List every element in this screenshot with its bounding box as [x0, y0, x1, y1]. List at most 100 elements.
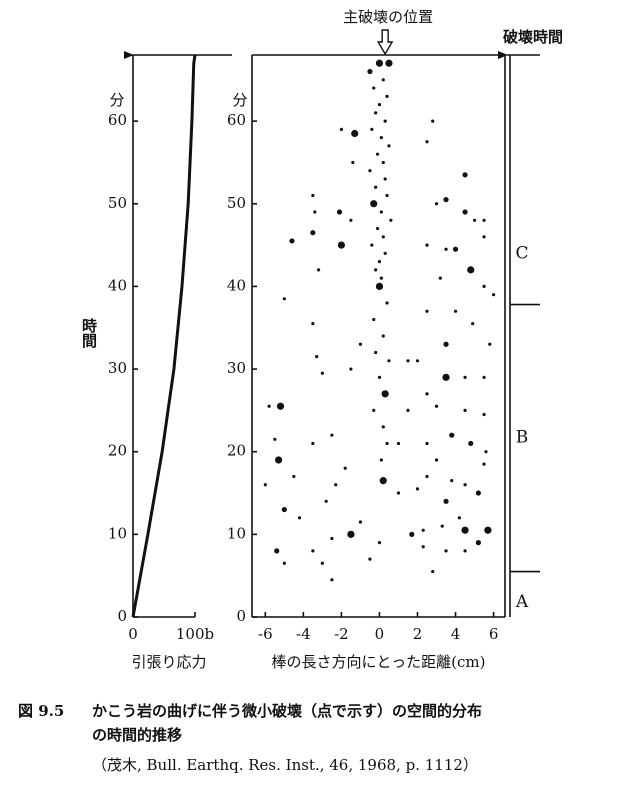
fracture-point [273, 437, 277, 441]
y-tick-label: 50 [108, 194, 127, 212]
fracture-point [370, 200, 378, 208]
fracture-point [381, 390, 389, 398]
fracture-point [351, 129, 359, 138]
caption-source: （茂木, Bull. Earthq. Res. Inst., 46, 1968,… [92, 756, 478, 774]
fracture-point [379, 136, 383, 140]
fracture-point [396, 491, 401, 495]
fracture-point [461, 526, 469, 534]
fracture-point [334, 483, 338, 487]
fracture-point [375, 59, 384, 67]
fracture-point [431, 569, 435, 574]
fracture-point [375, 152, 380, 156]
caption-line: の時間的推移 [92, 726, 182, 744]
stress-curve [131, 54, 197, 618]
fracture-point [425, 140, 429, 144]
fracture-point [381, 160, 385, 165]
fracture-point [372, 408, 376, 412]
fracture-point [421, 545, 425, 549]
fracture-point [387, 359, 391, 363]
fracture-point [368, 557, 372, 561]
fracture-point [450, 479, 454, 483]
fracture-point [443, 341, 449, 347]
y-tick-label: 40 [108, 276, 127, 294]
fracture-point [385, 441, 389, 446]
x-axis-label: 引張り応力 [131, 653, 206, 671]
fracture-point [374, 185, 378, 189]
x-tick-label: 0 [128, 625, 138, 643]
fracture-point [434, 404, 439, 408]
fracture-point [488, 342, 492, 346]
fracture-point [442, 373, 450, 381]
fracture-point [336, 209, 343, 215]
caption-line: かこう岩の曲げに伴う微小破壊（点で示す）の空間的分布 [92, 702, 482, 720]
fracture-point [385, 301, 389, 305]
fracture-point [311, 549, 315, 553]
fracture-point [381, 235, 385, 239]
fracture-point [358, 520, 363, 524]
fracture-point [462, 209, 468, 215]
fracture-point [389, 218, 393, 222]
fracture-point [374, 268, 378, 272]
fracture-point [475, 490, 481, 496]
fracture-point [330, 578, 334, 582]
figure-label: 図 9.5 [18, 702, 64, 720]
y-tick-label: 10 [108, 524, 127, 542]
fracture-point [421, 528, 425, 532]
fracture-point [449, 432, 455, 438]
fracture-point [377, 260, 382, 264]
fracture-point [471, 322, 475, 326]
fracture-point [409, 531, 415, 537]
fracture-point [311, 441, 315, 446]
fracture-point [381, 425, 385, 429]
fracture-point [453, 309, 458, 313]
fracture-point [463, 408, 467, 412]
y-tick-label: 10 [227, 524, 246, 542]
fracture-point [468, 440, 474, 447]
y-axis-label: 時間 [80, 317, 98, 349]
fracture-point [482, 412, 486, 417]
y-tick-label: 20 [227, 442, 246, 460]
fracture-point [337, 241, 346, 249]
fracture-point [443, 498, 449, 504]
x-tick-label: 4 [451, 625, 461, 643]
fracture-point [276, 402, 285, 410]
fracture-point [320, 561, 324, 565]
fracture-point [372, 317, 376, 322]
fracture-point [367, 68, 373, 75]
fracture-point [467, 266, 475, 274]
fracture-point [383, 119, 387, 123]
fracture-point [463, 483, 467, 487]
fracture-point [343, 466, 347, 470]
fracture-point [482, 235, 486, 239]
fracture-point [330, 433, 334, 437]
x-axis-label: 棒の長さ方向にとった距離(cm) [272, 653, 486, 671]
fracture-point [443, 197, 449, 203]
annotation: 主破壊の位置 [343, 8, 433, 26]
x-tick-label: -6 [258, 625, 273, 643]
y-unit: 分 [109, 91, 124, 109]
y-unit: 分 [232, 91, 247, 109]
fracture-point [438, 276, 442, 280]
stage-label: C [515, 244, 528, 264]
fracture-point [281, 506, 287, 513]
fracture-point [425, 243, 429, 247]
fracture-point [315, 355, 319, 359]
fracture-point [440, 524, 444, 528]
fracture-point [379, 477, 387, 485]
fracture-point [313, 210, 317, 214]
x-tick-label: 2 [413, 625, 423, 643]
y-tick-label: 60 [227, 111, 246, 129]
fracture-point [385, 59, 393, 67]
fracture-point [482, 284, 486, 289]
fracture-point [370, 243, 374, 247]
fracture-point [444, 549, 448, 553]
failure-time-label: 破壊時間 [503, 28, 563, 46]
fracture-point [462, 172, 468, 178]
fracture-point [381, 334, 385, 338]
fracture-point [274, 548, 280, 554]
fracture-point [381, 78, 385, 82]
fracture-point [311, 193, 315, 198]
x-tick-label: -4 [296, 625, 311, 643]
fracture-point [434, 458, 439, 462]
